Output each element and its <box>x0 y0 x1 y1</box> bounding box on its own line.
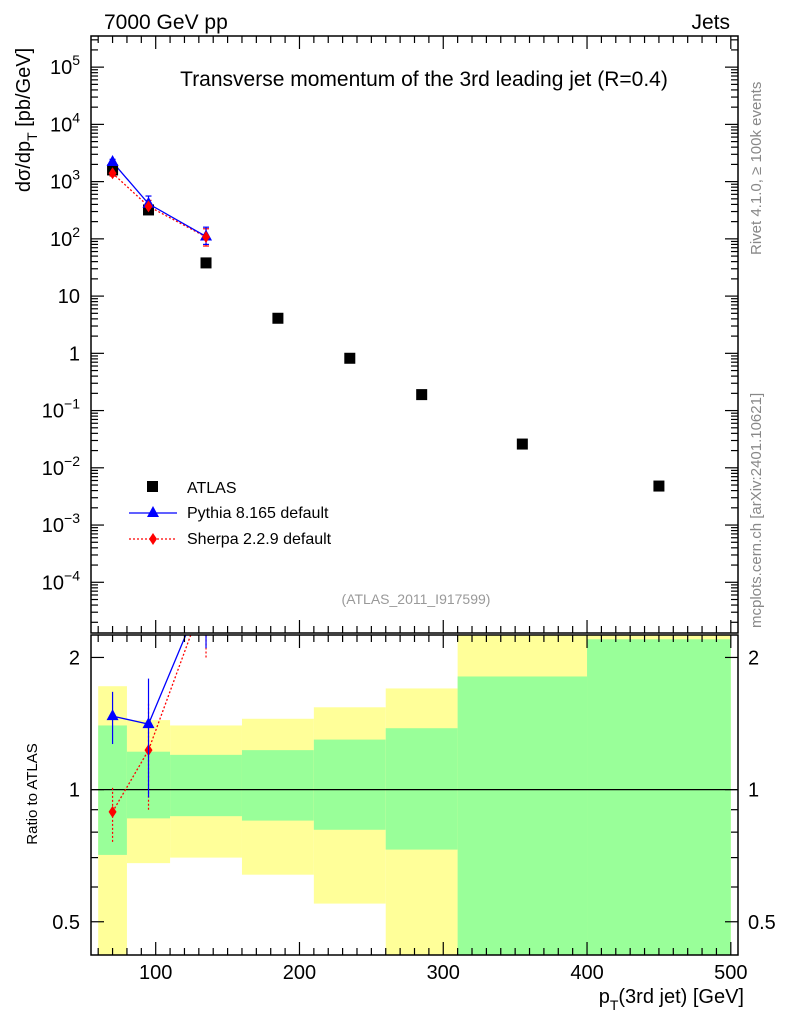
ratio-marks <box>106 580 212 842</box>
sherpa-line <box>112 172 207 238</box>
side-label-mcplots: mcplots.cern.ch [arXiv:2401.10621] <box>748 393 765 628</box>
y-tick-label-top-5: 1 <box>69 343 80 365</box>
y-tick-label-ratio-right-1: 1 <box>748 780 759 802</box>
legend-pythia-label: Pythia 8.165 default <box>187 505 329 522</box>
y-tick-label-top-6: 10−1 <box>42 396 80 423</box>
ratio-band-green-6 <box>457 676 588 955</box>
y-axis-label-top: dσ/dpT [pb/GeV] <box>13 48 40 192</box>
header-right: Jets <box>691 11 730 34</box>
y-tick-label-top-1: 104 <box>50 109 80 136</box>
y-axis-label-ratio: Ratio to ATLAS <box>24 743 41 844</box>
atlas-point-2 <box>200 257 212 269</box>
legend: ATLAS Pythia 8.165 default Sherpa 2.2.9 … <box>129 480 332 548</box>
ratio-sherpa-point-0 <box>108 805 117 818</box>
x-tick-label-4: 500 <box>714 962 747 984</box>
x-tick-label-1: 200 <box>283 962 316 984</box>
side-label-rivet: Rivet 4.1.0, ≥ 100k events <box>748 82 765 255</box>
chart-title: Transverse momentum of the 3rd leading j… <box>180 68 668 91</box>
y-tick-label-top-2: 103 <box>50 167 80 194</box>
analysis-tag: (ATLAS_2011_I917599) <box>342 591 491 607</box>
y-tick-label-top-4: 10 <box>58 286 80 308</box>
ratio-band-green-7 <box>587 639 731 955</box>
y-tick-label-ratio-left-0: 0.5 <box>52 912 80 934</box>
legend-atlas-label: ATLAS <box>187 480 237 497</box>
ratio-sherpa-point-2 <box>202 587 210 599</box>
ratio-pythia-point-0 <box>106 709 119 721</box>
ratio-band-green-2 <box>170 754 242 817</box>
legend-atlas-marker <box>147 481 158 492</box>
ratio-band-green-4 <box>313 739 386 830</box>
y-tick-label-ratio-left-2: 2 <box>69 647 80 669</box>
ratio-band-green-5 <box>385 728 458 850</box>
legend-sherpa-label: Sherpa 2.2.9 default <box>187 531 332 548</box>
spectrum-marks <box>106 155 665 492</box>
atlas-point-5 <box>416 389 428 401</box>
y-tick-label-ratio-right-0: 0.5 <box>748 912 776 934</box>
atlas-point-7 <box>653 480 665 492</box>
legend-sherpa-marker <box>149 533 157 545</box>
atlas-point-4 <box>344 352 356 364</box>
header-left: 7000 GeV pp <box>104 11 228 34</box>
y-tick-label-top-3: 102 <box>50 224 80 251</box>
legend-pythia-marker <box>147 506 159 517</box>
ratio-band-green-3 <box>241 750 314 821</box>
sherpa-point-1 <box>144 200 153 213</box>
y-tick-label-top-8: 10−3 <box>42 510 80 537</box>
ratio-uncertainty-bands <box>91 635 738 955</box>
sherpa-point-0 <box>108 167 117 180</box>
ratio-pythia-point-1 <box>142 717 155 729</box>
y-tick-label-top-9: 10−4 <box>42 567 80 594</box>
axes: 100 200 300 400 50010510410310210110−110−210… <box>42 36 776 984</box>
x-axis-label: pT(3rd jet) [GeV] <box>599 986 744 1013</box>
x-tick-label-0: 100 <box>139 962 172 984</box>
pythia-line <box>112 161 207 238</box>
y-tick-label-ratio-left-1: 1 <box>69 780 80 802</box>
atlas-point-3 <box>272 312 284 324</box>
atlas-point-6 <box>516 438 528 450</box>
ratio-pythia-point-2 <box>200 580 212 591</box>
sherpa-point-2 <box>202 230 211 243</box>
y-tick-label-ratio-right-2: 2 <box>748 647 759 669</box>
y-tick-label-top-0: 105 <box>50 52 80 79</box>
x-tick-label-3: 400 <box>570 962 603 984</box>
x-tick-label-2: 300 <box>427 962 460 984</box>
pythia-point-0 <box>106 155 119 167</box>
y-tick-label-top-7: 10−2 <box>42 453 80 480</box>
